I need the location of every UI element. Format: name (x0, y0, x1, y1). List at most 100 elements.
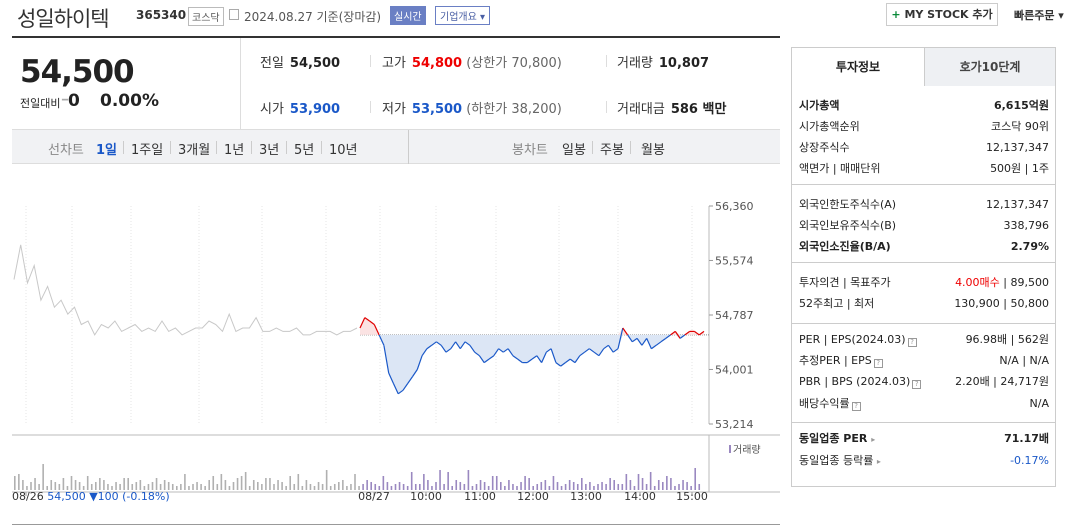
volume-bar (325, 470, 328, 490)
price-segment (440, 344, 447, 353)
pbr-label: PBR | BPS (2024.03) (799, 375, 911, 388)
tab-quote-10[interactable]: 호가10단계 (924, 48, 1055, 86)
volume-bar (475, 484, 478, 490)
volume-bar (358, 486, 360, 490)
x-tick-label: 10:00 (410, 490, 442, 503)
x-tick-label: 12:00 (517, 490, 549, 503)
volume-bar (78, 482, 81, 490)
volume-bar (281, 482, 283, 490)
volume-bar (605, 484, 607, 490)
volume-bar (192, 484, 194, 490)
realtime-badge[interactable]: 실시간 (390, 6, 426, 25)
intraday-chart[interactable]: 56,360 55,574 54,787 54,001 53,214 거래량 08/27 10… (12, 192, 780, 510)
price-segment (541, 351, 547, 363)
info-label: 시가총액순위 (799, 120, 860, 133)
volume-bar (382, 476, 385, 490)
candle-monthly[interactable]: 월봉 (641, 143, 665, 158)
week52-value: 130,900 | 50,800 (954, 297, 1049, 310)
info-label: 시가총액 (799, 99, 840, 112)
volume-bar (265, 478, 267, 490)
volume-bar (26, 486, 28, 490)
price-segment (569, 358, 576, 364)
period-bar: 선차트 1일 1주일 3개월 1년 3년 5년 10년 봉차트 일봉 주봉 월봉 (12, 129, 780, 164)
price-segment (421, 348, 428, 357)
volume-value: 10,807 (658, 56, 710, 71)
chevron-right-icon: ▸ (871, 435, 876, 444)
price-segment (478, 355, 485, 363)
period-1y[interactable]: 1년 (224, 143, 245, 158)
price-segment (474, 351, 480, 357)
per-label: PER | EPS(2024.03) (799, 333, 906, 346)
y-tick-label: 54,787 (715, 309, 754, 322)
tab-invest-info[interactable]: 투자정보 (792, 48, 924, 86)
period-3y[interactable]: 3년 (259, 143, 280, 158)
volume-bar (232, 482, 235, 490)
volume-bar (633, 486, 636, 490)
volume-bar (552, 476, 555, 490)
volume-bar (625, 474, 628, 490)
volume-bar (629, 480, 632, 490)
volume-bar (216, 484, 219, 490)
info-value: 6,615억원 (993, 99, 1049, 112)
company-info-button[interactable]: 기업개요 ▾ (435, 6, 490, 25)
target-price: | 89,500 (999, 276, 1049, 289)
volume-bar (354, 474, 356, 490)
candle-daily[interactable]: 일봉 (562, 143, 586, 158)
volume-bar (220, 474, 223, 490)
industry-rate-value: -0.17% (1010, 454, 1049, 467)
volume-bar (370, 482, 372, 490)
info-value: 코스닥 90위 (991, 120, 1049, 133)
period-10y[interactable]: 10년 (329, 143, 358, 158)
lower-limit: (하한가 38,200) (466, 102, 562, 117)
price-segment (416, 355, 423, 370)
volume-bar (139, 480, 142, 490)
price-segment (655, 341, 662, 346)
industry-rate-row[interactable]: 동일업종 등락률 ▸ -0.17% (799, 453, 1049, 469)
price-segment (445, 348, 452, 353)
volume-bar (321, 484, 324, 490)
volume-bar (212, 476, 215, 490)
candle-weekly[interactable]: 주봉 (600, 143, 624, 158)
price-segment (469, 344, 476, 353)
open-value: 53,900 (289, 102, 341, 117)
low-label: 저가 (382, 102, 406, 117)
period-1d[interactable]: 1일 (96, 143, 118, 158)
volume-bar (398, 482, 401, 490)
price-segment (603, 344, 609, 350)
volume-bar (313, 486, 316, 490)
volume-bar (305, 480, 308, 490)
volume-bar (439, 470, 441, 490)
help-icon[interactable]: ? (912, 380, 922, 389)
period-5y[interactable]: 5년 (294, 143, 315, 158)
price-segment (517, 358, 523, 364)
period-3m[interactable]: 3개월 (178, 143, 211, 158)
volume-bar (204, 486, 206, 490)
calendar-icon (229, 9, 239, 20)
help-icon[interactable]: ? (851, 402, 861, 411)
volume-bar (176, 486, 178, 490)
volume-bar (402, 484, 405, 490)
volume-bar (451, 486, 453, 490)
volume-bar (674, 486, 676, 490)
info-value: 2.79% (1010, 240, 1049, 253)
add-mystock-button[interactable]: + MY STOCK 추가 (886, 3, 998, 26)
volume-bar (111, 486, 113, 490)
stat-amount: 거래대금 586 백만 (617, 98, 726, 117)
price-segment (555, 362, 562, 367)
period-1w[interactable]: 1주일 (131, 143, 164, 158)
volume-bar (471, 486, 474, 490)
volume-bar (228, 486, 231, 490)
current-price: 54,500 (20, 54, 135, 90)
help-icon[interactable]: ? (873, 359, 883, 368)
help-icon[interactable]: ? (907, 338, 917, 347)
per-value: 96.98배 | 562원 (965, 333, 1049, 346)
volume-bar (653, 486, 656, 490)
quick-order-button[interactable]: 빠른주문 ▾ (1014, 9, 1064, 22)
price-segment (574, 355, 581, 363)
est-per-row: 추정PER | EPS? N/A | N/A (799, 353, 1049, 369)
price-segment (526, 358, 533, 364)
volume-bar (46, 486, 48, 490)
volume-bar (86, 476, 89, 490)
industry-per-row[interactable]: 동일업종 PER ▸ 71.17배 (799, 431, 1049, 447)
volume-bar (147, 484, 150, 490)
